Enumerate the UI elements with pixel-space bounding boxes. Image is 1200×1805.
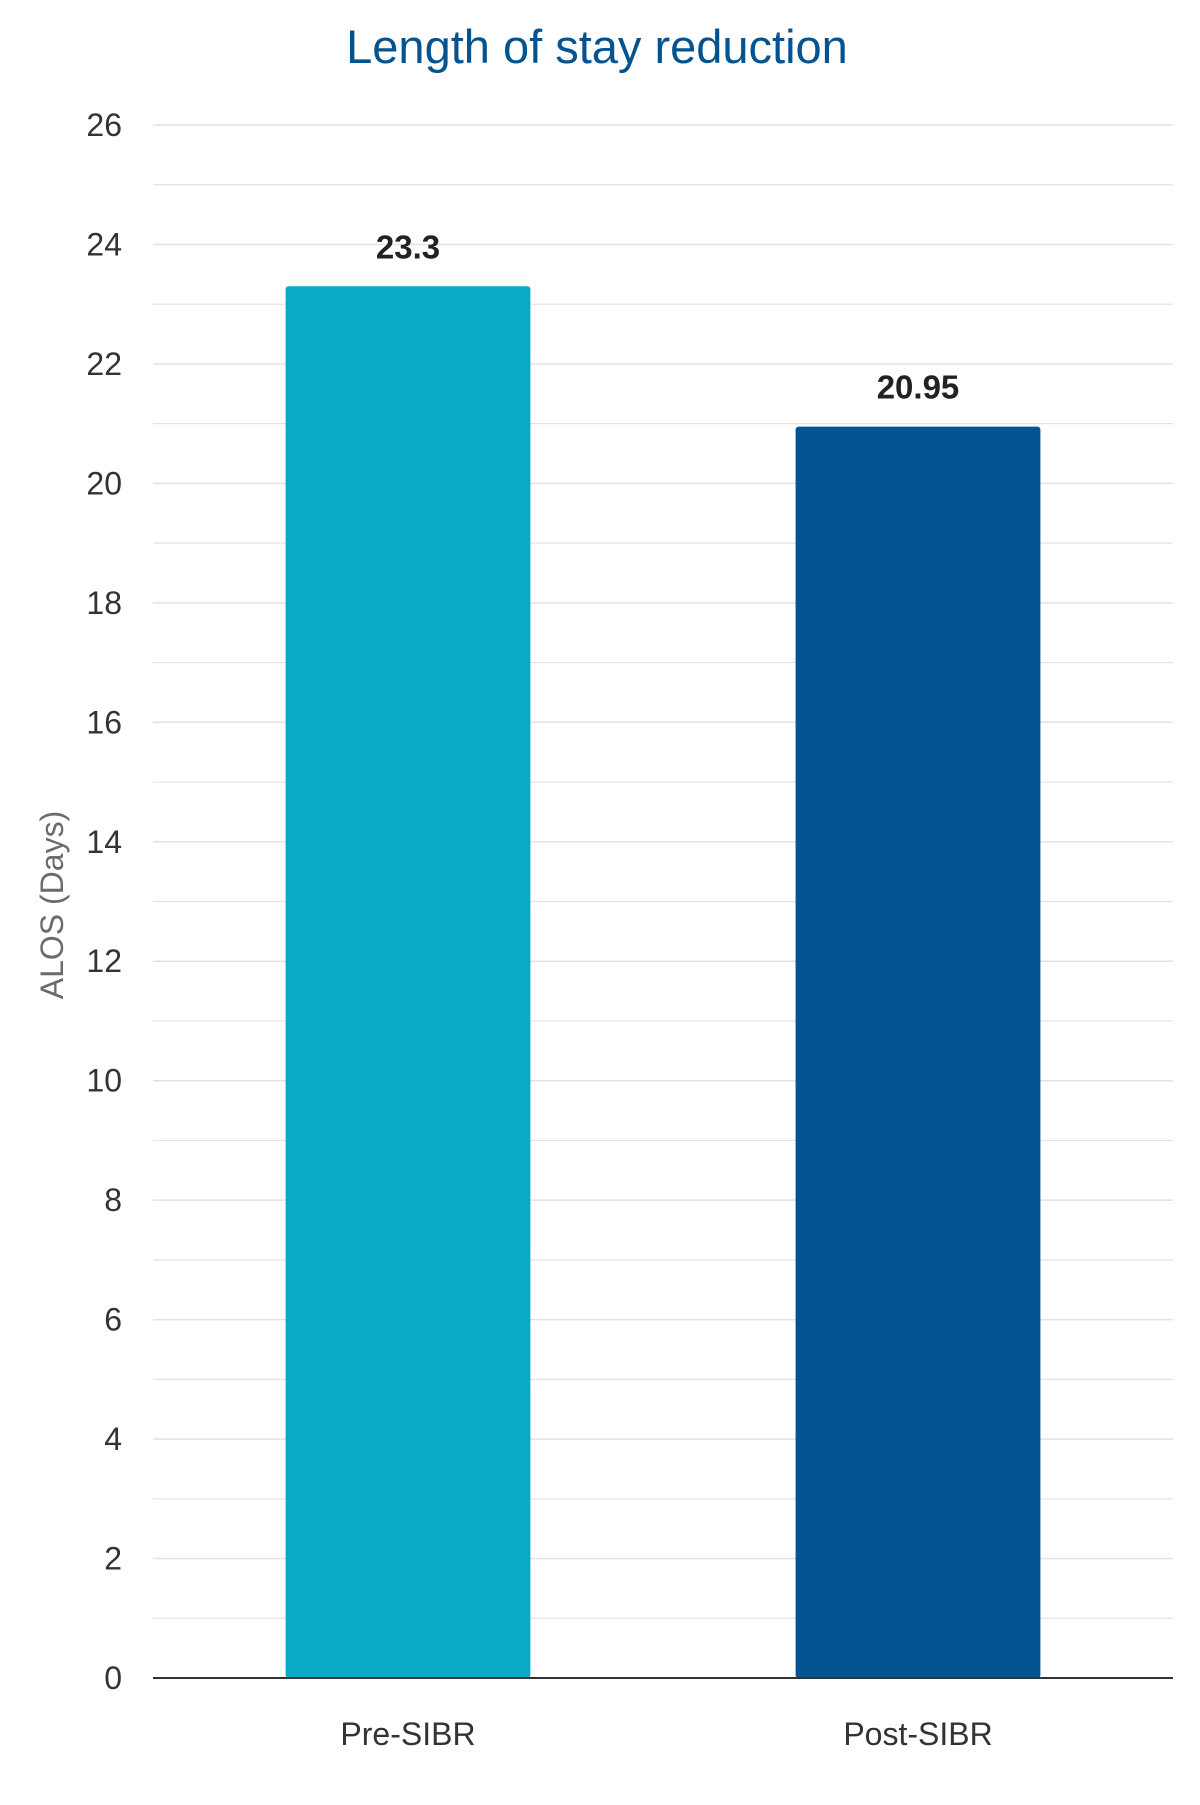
y-tick-label: 14 [86, 824, 122, 860]
y-tick-label: 26 [86, 107, 122, 143]
data-label-post-sibr: 20.95 [877, 369, 960, 406]
bar-post-sibr [795, 426, 1041, 1678]
x-tick-label-pre-sibr: Pre-SIBR [340, 1716, 475, 1752]
x-tick-label-post-sibr: Post-SIBR [843, 1716, 992, 1752]
y-tick-label: 18 [86, 585, 122, 621]
bars [285, 286, 1041, 1678]
y-tick-label: 2 [104, 1541, 122, 1577]
y-tick-label: 0 [104, 1660, 122, 1696]
y-tick-label: 20 [86, 465, 122, 501]
y-tick-label: 12 [86, 943, 122, 979]
y-tick-label: 10 [86, 1063, 122, 1099]
x-axis-ticks: Pre-SIBR Post-SIBR [340, 1716, 992, 1752]
data-label-pre-sibr: 23.3 [376, 228, 440, 265]
y-tick-label: 16 [86, 704, 122, 740]
y-axis-label: ALOS (Days) [34, 811, 70, 999]
chart-title: Length of stay reduction [346, 20, 848, 73]
y-tick-label: 22 [86, 346, 122, 382]
y-tick-label: 6 [104, 1302, 122, 1338]
y-tick-label: 24 [86, 226, 122, 262]
data-labels: 23.3 20.95 [376, 228, 959, 405]
y-tick-label: 8 [104, 1182, 122, 1218]
bar-pre-sibr [285, 286, 531, 1678]
y-tick-label: 4 [104, 1421, 122, 1457]
